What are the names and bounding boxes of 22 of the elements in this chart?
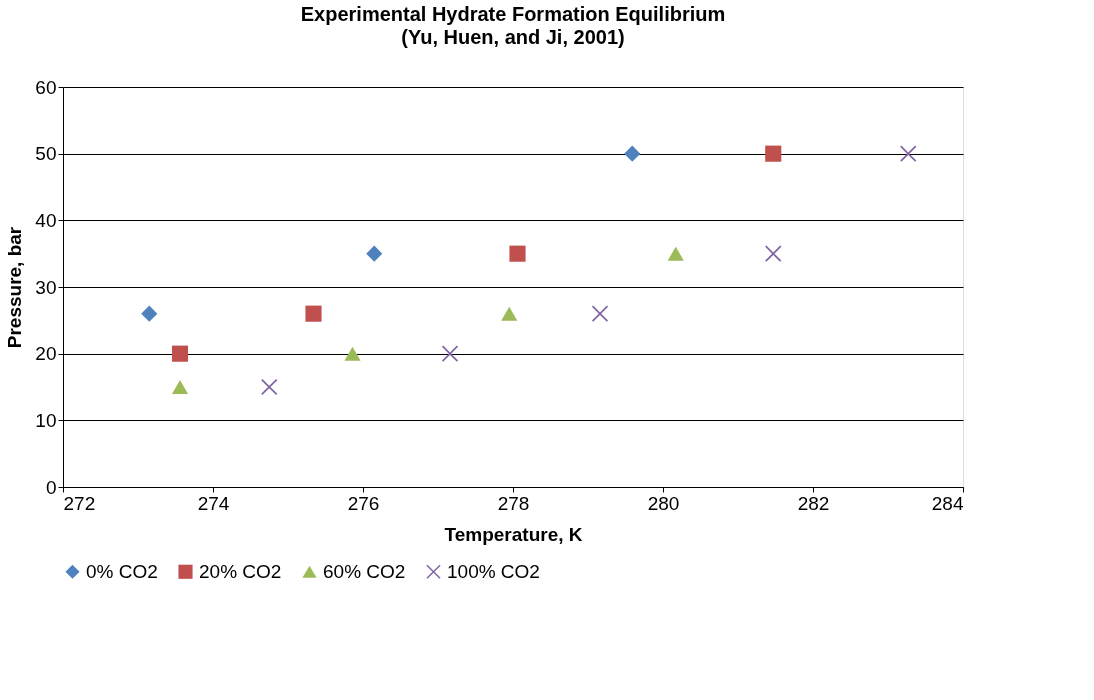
legend-label: 100% CO2 [447,560,540,582]
legend-label: 20% CO2 [199,560,282,582]
x-tick-label: 276 [347,492,380,514]
y-tick-label: 60 [35,76,57,98]
legend-label: 0% CO2 [86,560,158,582]
x-tick-label: 284 [931,492,964,514]
x-tick-label: 282 [797,492,830,514]
x-axis-title: Temperature, K [444,523,583,545]
y-axis-title: Pressure, bar [4,226,26,349]
x-tick-label: 274 [197,492,230,514]
y-tick-label: 50 [35,143,57,165]
x-tick-label: 278 [497,492,530,514]
chart-subtitle: (Yu, Huen, and Ji, 2001) [401,26,625,48]
legend-label: 60% CO2 [323,560,406,582]
x-tick-label: 280 [647,492,680,514]
y-tick-label: 10 [35,409,57,431]
y-tick-label: 0 [45,476,57,498]
chart-title: Experimental Hydrate Formation Equilibrium [300,3,726,25]
y-tick-label: 40 [35,209,57,231]
y-tick-label: 20 [35,343,57,365]
x-tick-label: 272 [63,492,96,514]
y-tick-label: 30 [35,276,57,298]
